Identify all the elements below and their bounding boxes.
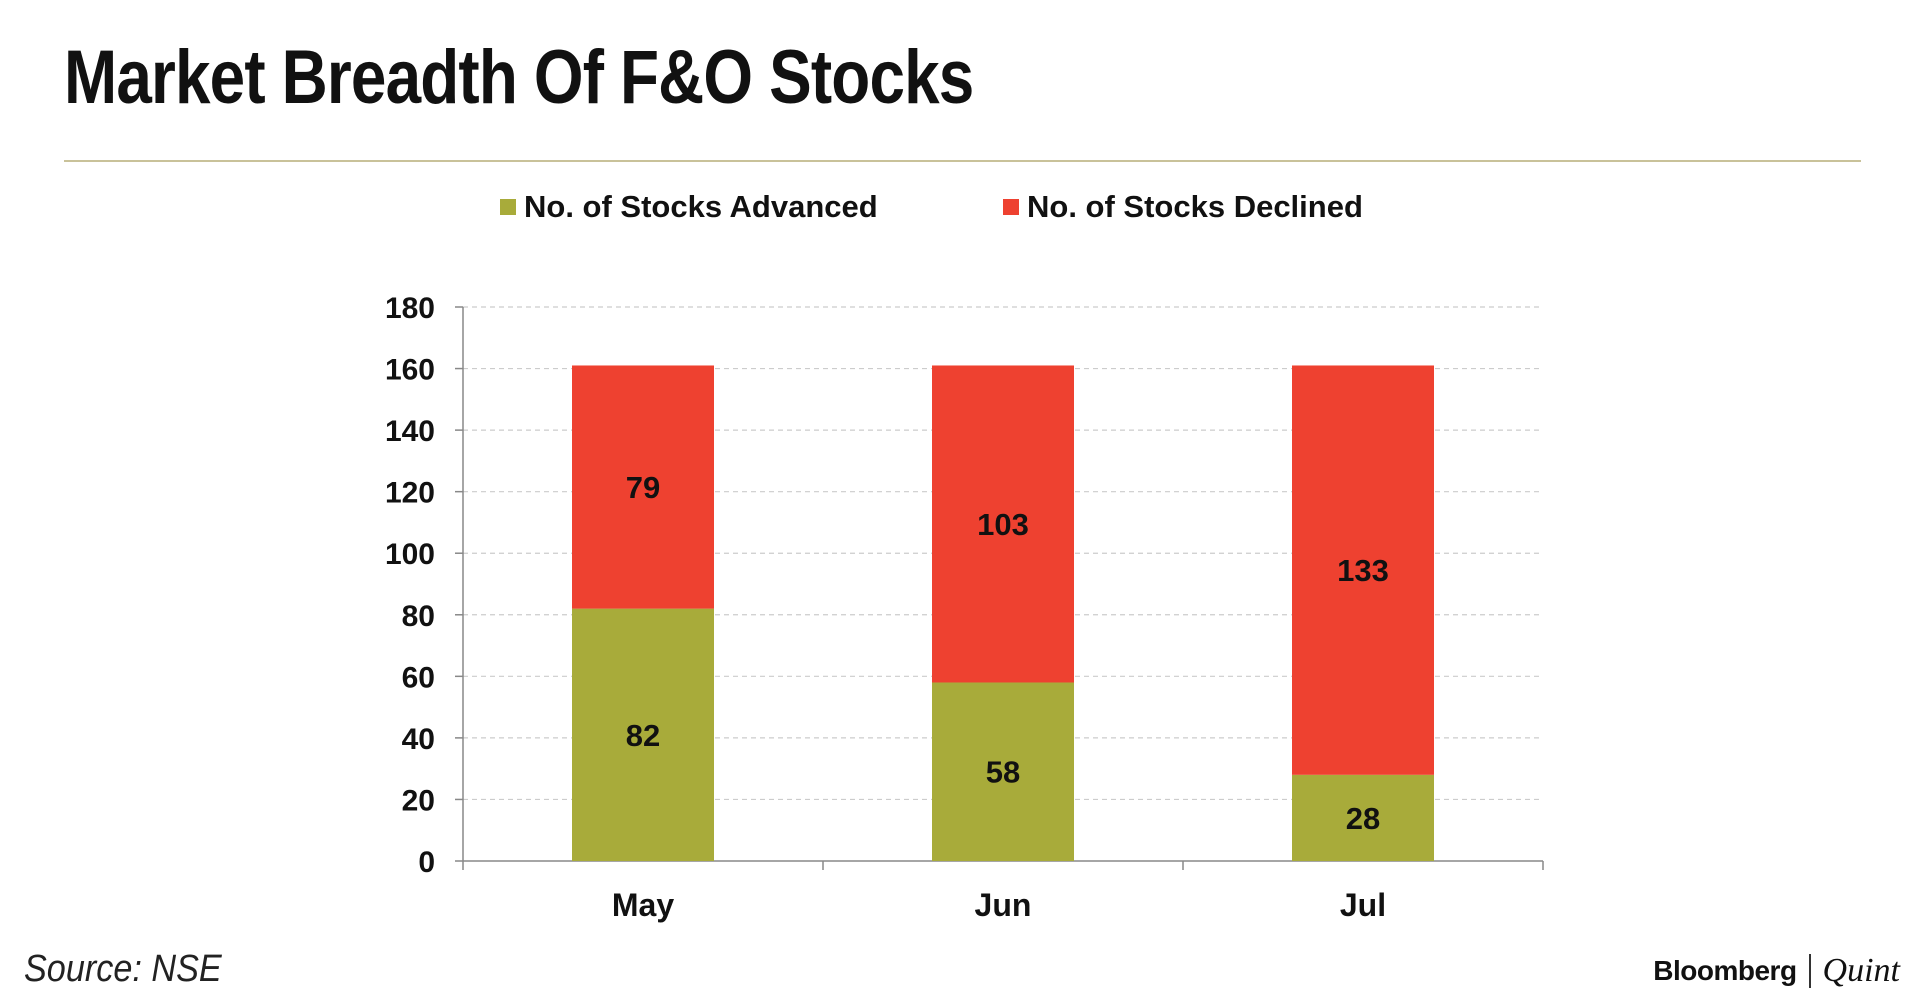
brand-separator [1808,954,1811,988]
legend-swatch-0 [500,199,516,215]
y-tick-label: 100 [385,538,435,571]
y-tick-label: 0 [418,846,435,879]
brand-primary: Bloomberg [1653,955,1797,986]
legend-label-0: No. of Stocks Advanced [524,189,878,224]
y-tick-label: 60 [402,661,435,694]
y-tick-label: 160 [385,354,435,387]
bar-jun-advanced [932,682,1074,861]
y-tick-label: 80 [402,600,435,633]
source-note: Source: NSE [24,948,222,990]
brand-secondary: Quint [1822,952,1900,989]
data-label: 58 [986,755,1020,790]
bar-jul-advanced [1292,774,1434,861]
data-label: 79 [626,470,660,505]
y-tick-label: 120 [385,477,435,510]
y-tick-label: 140 [385,415,435,448]
legend-label-1: No. of Stocks Declined [1027,189,1363,224]
legend-swatch-1 [1003,199,1019,215]
x-tick-label: Jul [1340,887,1386,923]
bar-jul-declined [1292,365,1434,775]
data-label: 103 [977,507,1029,542]
y-tick-label: 180 [385,292,435,325]
y-tick-label: 20 [402,784,435,817]
data-label: 133 [1337,553,1389,588]
data-label: 28 [1346,801,1380,836]
bar-may-advanced [572,608,714,861]
x-tick-label: Jun [975,887,1032,923]
bar-jun-declined [932,365,1074,683]
y-tick-label: 40 [402,723,435,756]
title-divider [64,160,1861,162]
data-label: 82 [626,718,660,753]
x-tick-label: May [612,887,674,923]
bar-may-declined [572,365,714,609]
brand-logo: Bloomberg Quint [1653,952,1900,990]
page-title: Market Breadth Of F&O Stocks [64,35,974,120]
